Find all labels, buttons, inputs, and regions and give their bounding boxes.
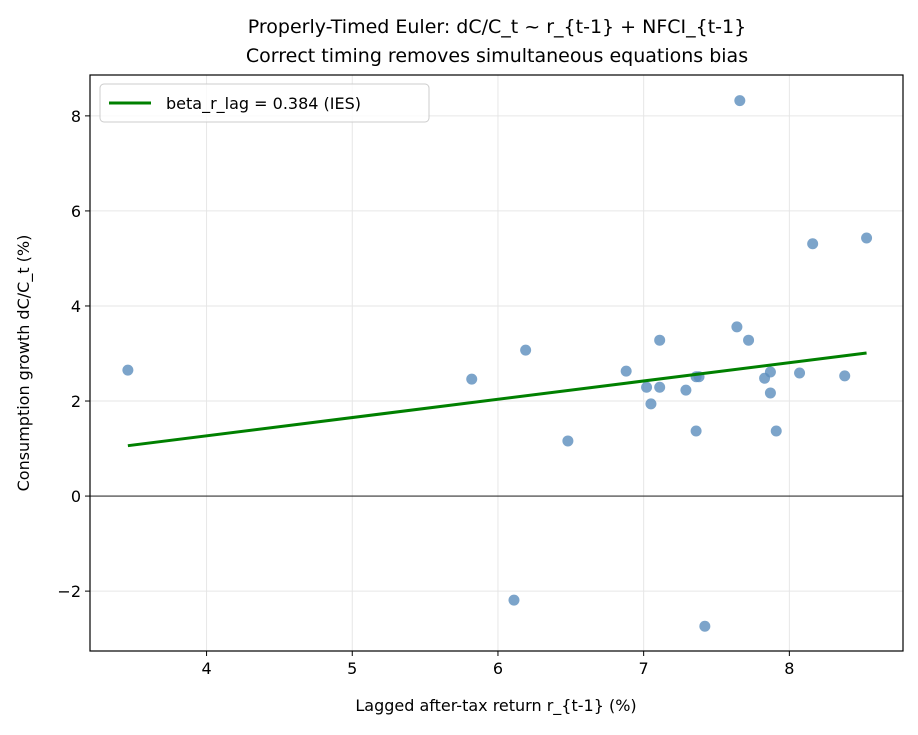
x-tick-label: 8 [784, 659, 794, 678]
data-point [520, 344, 532, 356]
data-point [654, 334, 666, 346]
data-point [807, 238, 819, 250]
data-point [680, 384, 692, 396]
y-axis-label: Consumption growth dC/C_t (%) [14, 235, 34, 492]
data-point [690, 425, 702, 437]
axis-ticks: 4 5 6 7 8 −2 0 2 4 6 8 [57, 107, 794, 678]
x-tick-label: 7 [639, 659, 649, 678]
data-point [645, 398, 657, 410]
legend-box [99, 83, 430, 123]
data-point [731, 321, 743, 333]
legend: beta_r_lag = 0.384 (IES) [99, 83, 430, 123]
data-point [764, 387, 776, 399]
y-tick-label: 0 [71, 487, 81, 506]
plot-frame [89, 74, 904, 652]
x-axis-label: Lagged after-tax return r_{t-1} (%) [355, 696, 636, 716]
data-point [794, 367, 806, 379]
data-point [466, 373, 478, 385]
y-tick-label: 2 [71, 392, 81, 411]
legend-label: beta_r_lag = 0.384 (IES) [166, 94, 361, 114]
data-point [641, 381, 653, 393]
data-points [122, 95, 873, 632]
data-point [770, 425, 782, 437]
data-point [508, 594, 520, 606]
chart-title: Properly-Timed Euler: dC/C_t ~ r_{t-1} +… [248, 16, 746, 38]
data-point [743, 334, 755, 346]
x-tick-label: 4 [201, 659, 211, 678]
y-tick-label: 6 [71, 202, 81, 221]
x-tick-label: 5 [347, 659, 357, 678]
data-point [764, 366, 776, 378]
data-point [620, 365, 632, 377]
y-tick-label: 4 [71, 297, 81, 316]
chart-subtitle: Correct timing removes simultaneous equa… [246, 45, 748, 67]
data-point [654, 381, 666, 393]
data-point [861, 232, 873, 244]
fit-line [127, 351, 867, 448]
y-tick-label: −2 [57, 582, 81, 601]
y-tick-label: 8 [71, 107, 81, 126]
data-point [734, 95, 746, 107]
data-point [562, 435, 574, 447]
x-tick-label: 6 [493, 659, 503, 678]
data-point [699, 620, 711, 632]
fit-line-segment [127, 351, 867, 448]
data-point [839, 370, 851, 382]
data-point [122, 364, 134, 376]
